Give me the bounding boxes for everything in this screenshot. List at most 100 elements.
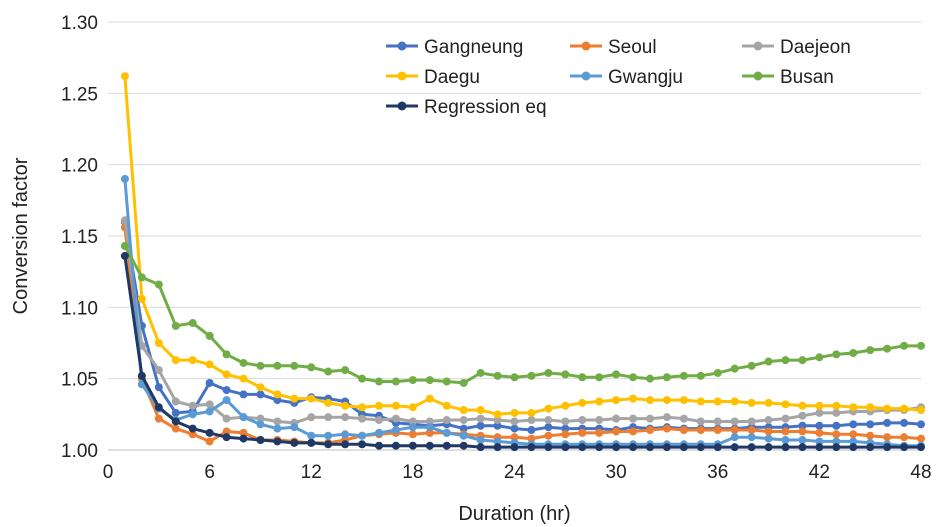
legend-swatch-marker (397, 71, 407, 81)
data-point (171, 424, 180, 433)
data-point (375, 416, 383, 425)
y-tick-label: 1.20 (61, 156, 98, 177)
data-point (544, 423, 553, 432)
data-point (256, 383, 265, 392)
data-point (205, 360, 214, 369)
data-point (425, 417, 434, 426)
data-point (527, 434, 536, 443)
data-point (849, 403, 858, 412)
data-point (662, 424, 671, 433)
data-point (171, 408, 180, 417)
y-tick-label: 1.00 (61, 441, 98, 462)
data-point (171, 397, 180, 406)
data-point (171, 356, 180, 365)
data-point (476, 368, 485, 377)
data-point (646, 396, 654, 405)
data-point (324, 440, 333, 449)
data-point (832, 401, 841, 410)
data-point (375, 428, 383, 437)
data-point (375, 377, 383, 386)
data-point (358, 414, 367, 423)
data-point (832, 437, 841, 446)
data-point (798, 356, 807, 365)
data-point (239, 358, 248, 367)
legend-label: Daejeon (780, 37, 851, 58)
data-point (510, 433, 519, 442)
data-point (171, 321, 180, 330)
data-point (866, 346, 875, 355)
data-point (917, 406, 925, 415)
data-point (442, 377, 451, 386)
data-point (273, 437, 282, 446)
data-point (730, 433, 739, 442)
data-point (442, 416, 451, 425)
legend-label: Gwangju (608, 67, 683, 88)
data-point (527, 408, 536, 417)
data-point (273, 424, 282, 433)
data-point (120, 251, 129, 260)
legend-label: Regression eq (424, 97, 547, 118)
data-point (815, 421, 824, 430)
data-point (256, 390, 265, 399)
data-point (883, 443, 892, 452)
data-point (222, 350, 231, 359)
data-point (798, 421, 807, 430)
data-point (561, 430, 570, 439)
data-point (849, 430, 858, 439)
data-point (290, 361, 299, 370)
data-point (510, 408, 519, 417)
series-daegu (120, 72, 925, 419)
legend-item: Seoul (570, 37, 657, 58)
data-point (612, 414, 621, 423)
data-point (798, 443, 807, 452)
legend-swatch-marker (753, 71, 763, 81)
data-point (510, 417, 519, 426)
data-point (629, 427, 638, 436)
data-point (629, 443, 638, 452)
data-point (815, 408, 824, 417)
data-point (832, 443, 841, 452)
data-point (222, 396, 231, 405)
y-tick-label: 1.15 (61, 227, 98, 248)
data-point (883, 344, 892, 353)
data-point (256, 436, 265, 445)
data-point (815, 353, 824, 362)
data-point (527, 443, 536, 452)
data-point (578, 373, 587, 382)
data-point (137, 371, 146, 380)
data-point (239, 428, 248, 437)
data-point (798, 427, 807, 436)
data-point (222, 414, 231, 423)
data-point (222, 433, 231, 442)
legend-swatch-marker (397, 101, 407, 111)
data-point (256, 361, 265, 370)
data-point (781, 414, 790, 423)
legend-label: Gangneung (424, 37, 523, 58)
data-point (764, 443, 773, 452)
data-point (476, 436, 485, 445)
data-point (544, 431, 553, 440)
data-point (358, 403, 367, 412)
data-point (730, 443, 739, 452)
data-point (815, 428, 824, 437)
data-point (713, 397, 722, 406)
data-point (781, 427, 790, 436)
data-point (679, 396, 688, 405)
data-point (815, 443, 824, 452)
data-point (205, 400, 214, 409)
data-point (307, 363, 316, 372)
y-tick-label: 1.10 (61, 298, 98, 319)
x-axis-title: Duration (hr) (458, 503, 570, 525)
data-point (188, 319, 197, 328)
data-point (375, 401, 383, 410)
data-point (713, 368, 722, 377)
data-point (493, 410, 502, 419)
data-point (781, 436, 790, 445)
data-point (866, 403, 875, 412)
y-tick-labels: 1.00 1.05 1.10 1.15 1.20 1.25 1.30 (61, 13, 98, 462)
data-point (747, 361, 756, 370)
data-point (391, 426, 400, 435)
data-point (866, 420, 875, 429)
data-point (324, 431, 333, 440)
data-point (578, 443, 587, 452)
